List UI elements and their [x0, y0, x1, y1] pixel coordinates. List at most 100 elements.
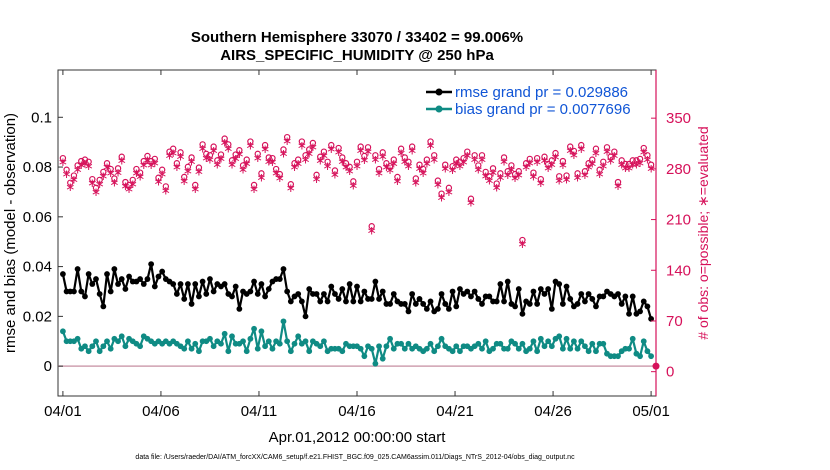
obs-evaluated-marker: ∗: [433, 178, 443, 192]
obs-evaluated-marker: ∗: [506, 162, 516, 176]
y2-axis-label: # of obs: o=possible; ∗=evaluated: [695, 126, 711, 339]
obs-evaluated-marker: ∗: [212, 157, 222, 171]
obs-evaluated-marker: ∗: [378, 149, 388, 163]
bias-point: [490, 345, 496, 352]
obs-possible-marker: [254, 150, 261, 158]
rmse-point: [453, 303, 460, 310]
obs-possible-marker: [236, 147, 243, 154]
rmse-point: [640, 298, 647, 305]
rmse-point: [354, 283, 360, 290]
bias-point: [449, 348, 456, 355]
bias-point: [265, 338, 272, 345]
rmse-point: [155, 273, 162, 280]
bias-point: [104, 338, 110, 345]
obs-possible-marker: [592, 145, 600, 152]
obs-possible-marker: [508, 162, 515, 169]
obs-possible-marker: [405, 158, 412, 165]
rmse-point: [78, 288, 85, 295]
obs-possible-marker: [247, 138, 254, 145]
bias-point: [545, 338, 552, 345]
obs-evaluated-marker: ∗: [470, 152, 480, 166]
obs-possible-marker: [162, 183, 170, 190]
bias-point: [585, 348, 592, 355]
obs-evaluated-marker: ∗: [466, 196, 476, 210]
obs-possible-marker: [471, 152, 478, 159]
obs-evaluated-marker: ∗: [396, 146, 406, 160]
obs-possible-marker: [515, 168, 522, 175]
rmse-point: [582, 298, 588, 305]
obs-possible-marker: [96, 176, 103, 184]
rmse-point: [464, 288, 471, 295]
obs-evaluated-marker: ∗: [602, 144, 612, 158]
bias-point: [210, 343, 217, 350]
rmse-point: [332, 291, 338, 297]
rmse-point: [390, 291, 397, 297]
obs-evaluated-marker: ∗: [330, 167, 340, 181]
obs-possible-marker: [188, 154, 195, 161]
rmse-point: [648, 315, 654, 322]
obs-evaluated-marker: ∗: [198, 141, 208, 155]
rmse-point: [321, 291, 327, 297]
obs-evaluated-marker: ∗: [234, 147, 244, 161]
bias-point: [512, 340, 518, 347]
rmse-point: [210, 288, 217, 295]
bias-point: [82, 343, 88, 350]
obs-evaluated-marker: ∗: [370, 152, 380, 166]
obs-possible-marker: [203, 150, 210, 158]
bias-point: [593, 348, 599, 355]
obs-possible-marker: [541, 153, 548, 160]
obs-possible-marker: [184, 163, 192, 171]
bias-point: [537, 335, 544, 342]
rmse-point: [442, 301, 449, 307]
bias-point: [376, 343, 382, 350]
bias-point: [207, 335, 213, 342]
rmse-point: [221, 281, 228, 287]
obs-evaluated-marker: ∗: [164, 149, 174, 163]
rmse-point: [423, 306, 430, 312]
rmse-point: [302, 313, 309, 320]
rmse-point: [170, 281, 177, 287]
y-axis-label: rmse and bias (model - observation): [2, 113, 19, 353]
bias-point: [225, 348, 232, 355]
obs-evaluated-marker: ∗: [481, 169, 491, 183]
obs-evaluated-marker: ∗: [315, 154, 325, 168]
obs-evaluated-marker: ∗: [80, 157, 90, 171]
rmse-point: [438, 291, 445, 297]
bias-point: [644, 348, 651, 355]
obs-evaluated-marker: ∗: [576, 142, 586, 156]
obs-possible-marker: [276, 170, 283, 178]
bias-point: [243, 348, 250, 355]
obs-evaluated-marker: ∗: [429, 152, 439, 166]
obs-possible-marker: [456, 158, 464, 165]
obs-possible-marker: [217, 151, 225, 158]
bias-point: [431, 348, 438, 355]
bias-point: [600, 340, 607, 347]
rmse-point: [622, 293, 629, 300]
bias-point: [434, 343, 441, 350]
rmse-point: [177, 281, 184, 287]
bias-point: [438, 335, 445, 342]
obs-possible-marker: [552, 149, 559, 157]
rmse-point: [372, 278, 379, 285]
obs-evaluated-marker: ∗: [488, 165, 498, 179]
bias-point: [96, 348, 103, 355]
bias-point: [240, 338, 246, 345]
obs-possible-marker: [386, 162, 394, 170]
obs-possible-marker: [181, 173, 188, 181]
rmse-point: [89, 281, 96, 287]
bias-point: [383, 343, 390, 350]
obs-evaluated-marker: ∗: [580, 168, 590, 182]
bias-point: [457, 348, 463, 355]
bias-point: [648, 353, 654, 360]
rmse-point: [368, 296, 375, 302]
obs-evaluated-marker: ∗: [161, 183, 171, 197]
rmse-point: [449, 288, 456, 295]
obs-evaluated-marker: ∗: [374, 166, 384, 180]
obs-evaluated-marker: ∗: [389, 157, 399, 171]
bias-point: [302, 338, 309, 345]
bias-point: [287, 348, 294, 355]
y-tick-label: 0.08: [23, 159, 52, 176]
bias-point: [192, 340, 199, 347]
obs-evaluated-marker: ∗: [624, 161, 634, 175]
